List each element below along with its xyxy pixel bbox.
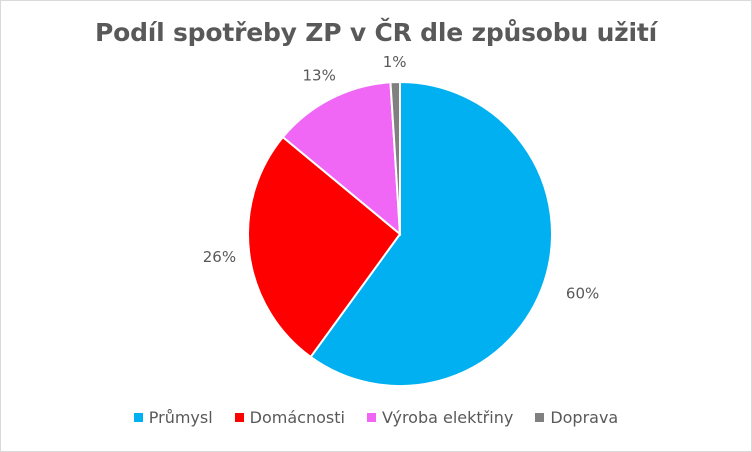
data-label-doprava: 1% [383, 53, 407, 71]
pie-slice-vyroba-elektriny [281, 81, 402, 237]
legend-item-prumysl: Průmysl [133, 408, 213, 427]
legend-item-vyroba-elektriny: Výroba elektřiny [366, 408, 514, 427]
legend-swatch [234, 413, 244, 422]
data-label-prumysl: 60% [566, 284, 599, 302]
legend-swatch [366, 413, 376, 422]
data-label-domacnosti: 26% [203, 248, 236, 266]
legend-label: Průmysl [148, 408, 213, 427]
legend-label: Domácnosti [249, 408, 345, 427]
pie-slice-doprava [389, 80, 401, 235]
legend-item-domacnosti: Domácnosti [234, 408, 345, 427]
chart-title: Podíl spotřeby ZP v ČR dle způsobu užití [94, 18, 658, 47]
legend-label: Výroba elektřiny [381, 408, 514, 427]
legend: Průmysl Domácnosti Výroba elektřiny Doprava [0, 408, 752, 427]
pie-slice-domacnosti [247, 135, 402, 359]
legend-swatch [535, 413, 545, 422]
legend-item-doprava: Doprava [535, 408, 618, 427]
pie-slice-prumysl [309, 80, 553, 387]
legend-swatch [133, 413, 143, 422]
data-label-vyroba-elektriny: 13% [303, 66, 336, 84]
legend-label: Doprava [550, 408, 619, 427]
